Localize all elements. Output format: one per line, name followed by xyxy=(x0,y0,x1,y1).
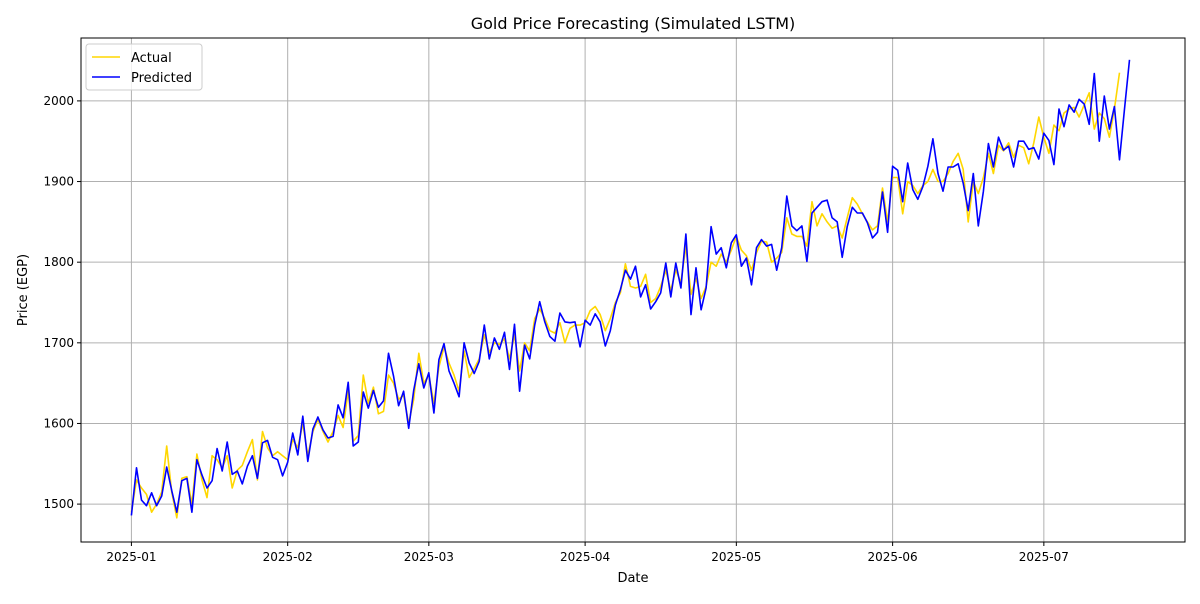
y-tick-label: 1900 xyxy=(43,175,74,189)
ticks: 2025-01 2025-02 2025-03 2025-04 2025-05 2025-… xyxy=(43,94,1068,564)
plot-lines xyxy=(130,59,1131,519)
x-tick-label: 2025-03 xyxy=(404,550,454,564)
x-axis-label: Date xyxy=(617,571,648,586)
legend-label-predicted: Predicted xyxy=(131,71,192,86)
legend: Actual Predicted xyxy=(85,43,203,91)
x-tick-label: 2025-01 xyxy=(106,550,156,564)
y-tick-label: 1700 xyxy=(43,336,74,350)
y-axis-label: Price (EGP) xyxy=(16,254,31,326)
axes-frame xyxy=(80,37,1186,543)
x-tick-label: 2025-02 xyxy=(263,550,313,564)
grid xyxy=(81,38,1185,542)
y-tick-label: 1600 xyxy=(43,416,74,430)
series-line-predicted xyxy=(130,59,1131,516)
y-tick-label: 2000 xyxy=(43,94,74,108)
legend-label-actual: Actual xyxy=(131,51,172,66)
y-tick-label: 1800 xyxy=(43,255,74,269)
chart-title: Gold Price Forecasting (Simulated LSTM) xyxy=(471,14,796,33)
y-tick-label: 1500 xyxy=(43,497,74,511)
x-tick-label: 2025-07 xyxy=(1019,550,1069,564)
x-tick-label: 2025-06 xyxy=(868,550,918,564)
legend-box xyxy=(85,43,203,91)
x-tick-label: 2025-04 xyxy=(560,550,610,564)
x-tick-label: 2025-05 xyxy=(711,550,761,564)
